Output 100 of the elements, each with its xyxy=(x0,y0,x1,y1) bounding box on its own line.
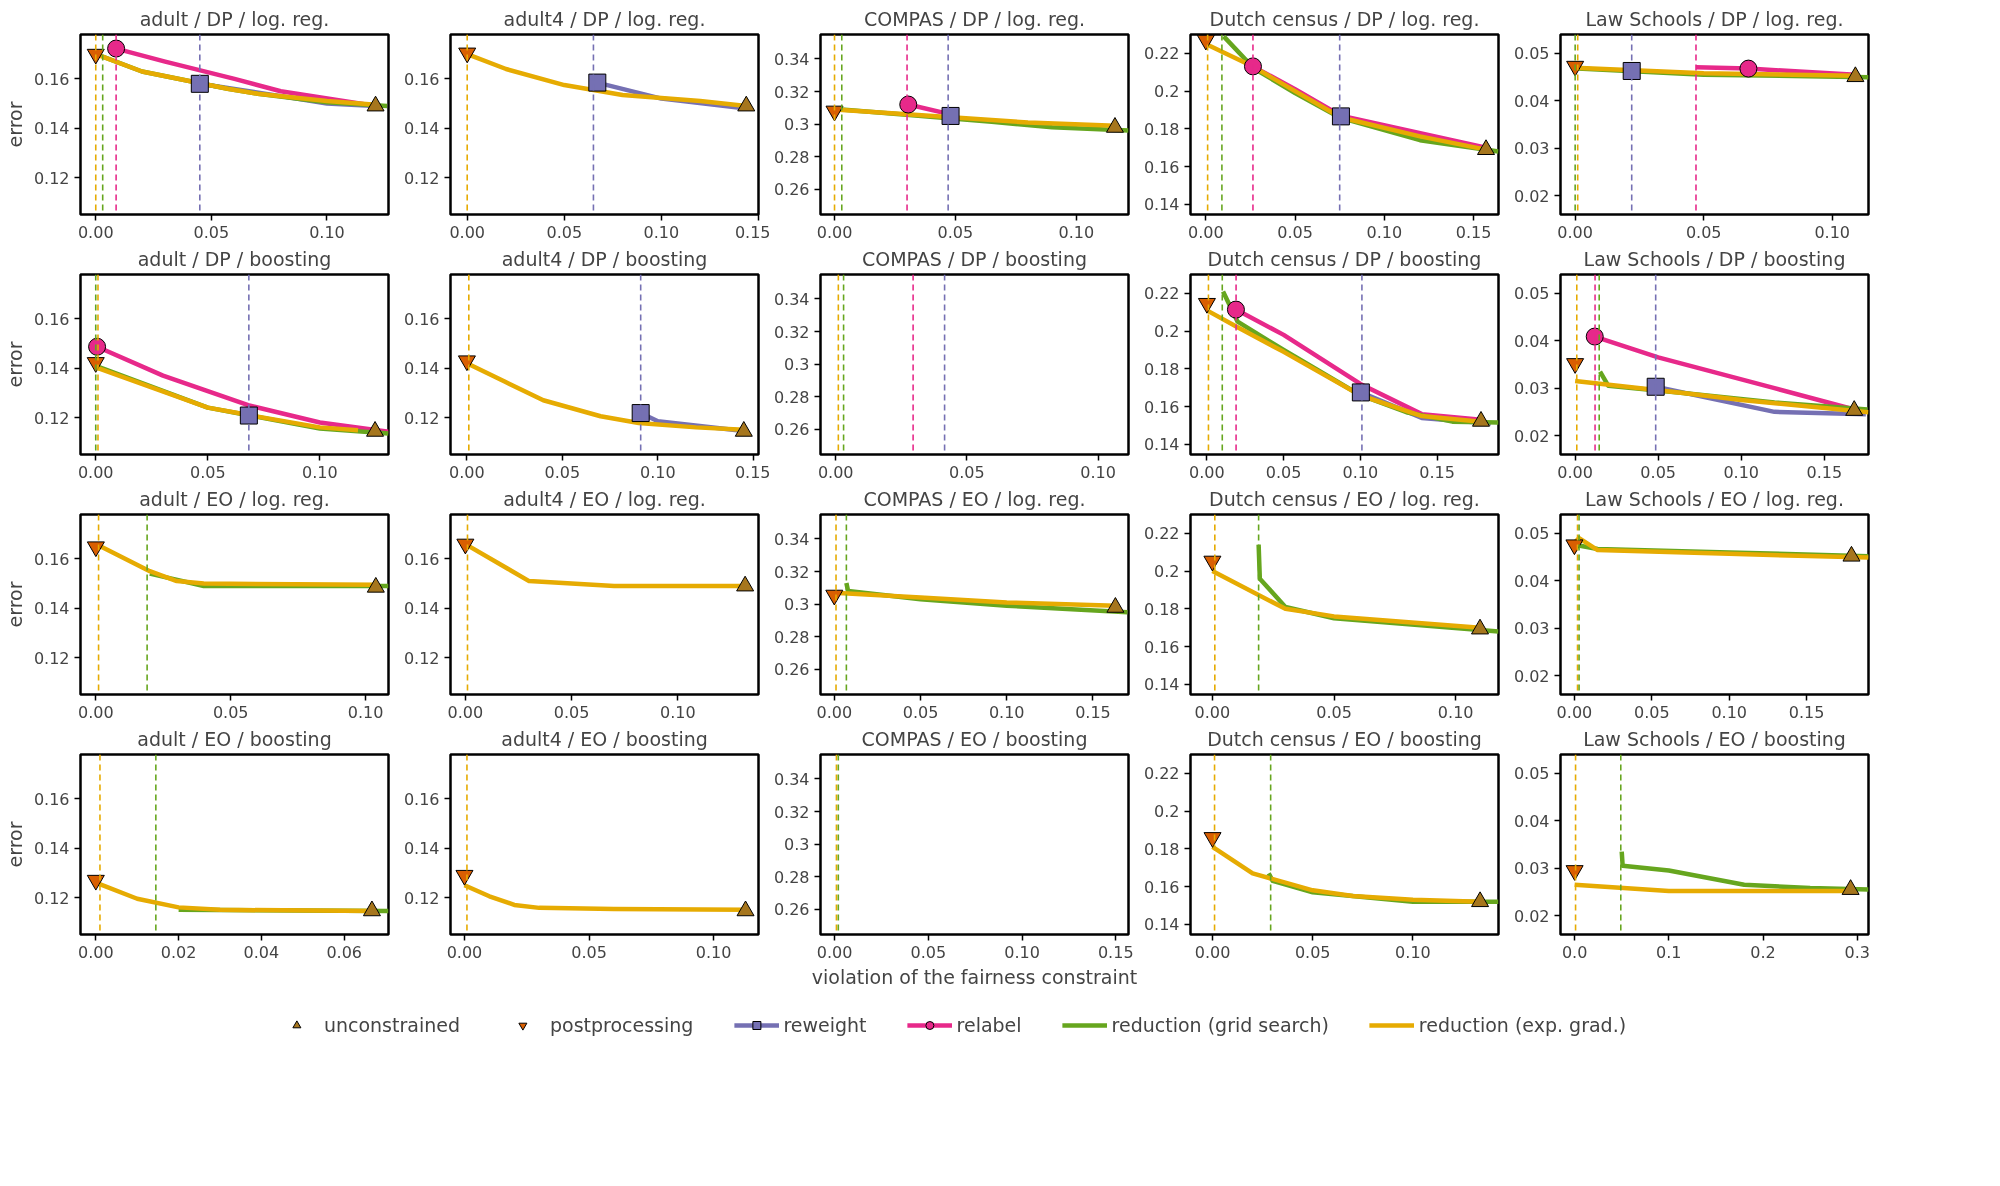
x-tick-label: 0.05 xyxy=(1265,462,1302,482)
x-tick-label: 0.05 xyxy=(212,702,249,722)
y-tick-label: 0.34 xyxy=(773,49,810,69)
x-tick-label: 0.15 xyxy=(1097,942,1134,962)
x-tick-label: 0.10 xyxy=(640,462,676,482)
y-tick-label: 0.05 xyxy=(1513,284,1550,304)
x-tick-label: 0.02 xyxy=(160,942,197,962)
y-tick-label: 0.22 xyxy=(1143,284,1180,304)
y-tick-label: 0.18 xyxy=(1143,359,1180,379)
x-tick-label: 0.06 xyxy=(326,942,363,962)
y-tick-label: 0.16 xyxy=(403,789,440,809)
x-tick-label: 0.05 xyxy=(1685,222,1722,242)
y-tick-label: 0.04 xyxy=(1513,571,1550,591)
x-tick-label: 0.00 xyxy=(1557,222,1593,242)
y-tick-label: 0.02 xyxy=(1513,426,1550,446)
y-tick-label: 0.16 xyxy=(33,309,70,329)
x-tick-label: 0.00 xyxy=(1556,702,1593,722)
y-tick-label: 0.26 xyxy=(773,660,810,680)
y-tick-label: 0.16 xyxy=(33,69,70,89)
y-tick-label: 0.32 xyxy=(773,322,810,342)
chart-title: COMPAS / DP / log. reg. xyxy=(863,7,1086,30)
y-tick-label: 0.34 xyxy=(773,529,810,549)
y-tick-label: 0.04 xyxy=(1513,811,1550,831)
point xyxy=(1646,377,1665,396)
y-tick-label: 0.12 xyxy=(403,408,440,428)
y-tick-label: 0.22 xyxy=(1143,764,1180,784)
y-tick-label: 0.14 xyxy=(33,359,70,379)
x-tick-label: 0.00 xyxy=(78,702,114,722)
point xyxy=(1472,410,1491,427)
point xyxy=(1226,300,1245,319)
x-tick-label: 0.05 xyxy=(902,702,939,722)
x-tick-label: 0.3 xyxy=(1844,942,1870,962)
y-tick-label: 0.03 xyxy=(1513,859,1550,879)
y-axis-title: error xyxy=(3,341,26,388)
y-tick-label: 0.28 xyxy=(773,147,810,167)
y-tick-label: 0.32 xyxy=(773,82,810,102)
y-tick-label: 0.16 xyxy=(1143,877,1180,897)
x-tick-label: 0.1 xyxy=(1656,942,1682,962)
y-tick-label: 0.02 xyxy=(1513,186,1550,206)
y-tick-label: 0.14 xyxy=(403,599,440,619)
y-tick-label: 0.16 xyxy=(1143,157,1180,177)
x-tick-label: 0.05 xyxy=(1640,462,1676,482)
chart-title: adult4 / DP / boosting xyxy=(501,247,708,270)
y-tick-label: 0.14 xyxy=(403,359,440,379)
y-tick-label: 0.26 xyxy=(773,180,810,200)
y-tick-label: 0.12 xyxy=(403,648,440,668)
chart-title: Law Schools / EO / log. reg. xyxy=(1585,487,1844,510)
legend-label: relabel xyxy=(956,1014,1022,1036)
chart-title: COMPAS / DP / boosting xyxy=(862,247,1088,270)
x-tick-label: 0.15 xyxy=(1806,462,1843,482)
x-tick-label: 0.00 xyxy=(77,222,114,242)
x-tick-label: 0.10 xyxy=(1366,222,1403,242)
x-tick-label: 0.05 xyxy=(544,462,581,482)
chart-title: Dutch census / EO / log. reg. xyxy=(1209,487,1480,510)
legend-label: reduction (exp. grad.) xyxy=(1418,1014,1627,1036)
y-tick-label: 0.34 xyxy=(773,289,810,309)
x-axis-title: violation of the fairness constraint xyxy=(811,965,1138,988)
y-axis-title: error xyxy=(3,581,26,628)
chart-title: Law Schools / DP / boosting xyxy=(1583,247,1846,270)
y-tick-label: 0.26 xyxy=(773,420,810,440)
point xyxy=(1243,57,1262,76)
y-tick-label: 0.2 xyxy=(1154,562,1180,582)
y-tick-label: 0.03 xyxy=(1513,619,1550,639)
chart-title: COMPAS / EO / log. reg. xyxy=(863,487,1086,510)
y-tick-label: 0.12 xyxy=(403,168,440,188)
chart-title: Dutch census / DP / log. reg. xyxy=(1209,7,1480,30)
x-tick-label: 0.00 xyxy=(1188,222,1224,242)
y-tick-label: 0.28 xyxy=(773,867,810,887)
x-tick-label: 0.00 xyxy=(1194,942,1231,962)
y-tick-label: 0.3 xyxy=(784,115,810,135)
point xyxy=(366,421,385,437)
point xyxy=(1845,400,1864,416)
x-tick-label: 0.05 xyxy=(193,222,230,242)
y-tick-label: 0.16 xyxy=(403,69,440,89)
y-tick-label: 0.02 xyxy=(1513,906,1550,926)
x-tick-label: 0.10 xyxy=(1395,942,1431,962)
x-tick-label: 0.10 xyxy=(309,222,345,242)
chart-title: adult4 / EO / boosting xyxy=(501,727,708,750)
point xyxy=(1351,383,1370,402)
x-tick-label: 0.15 xyxy=(1419,462,1455,482)
y-tick-label: 0.16 xyxy=(33,789,70,809)
y-tick-label: 0.28 xyxy=(773,387,810,407)
x-tick-label: 0.15 xyxy=(1075,702,1111,722)
x-tick-label: 0.05 xyxy=(190,462,226,482)
point xyxy=(1196,34,1215,51)
x-tick-label: 0.00 xyxy=(816,222,853,242)
x-tick-label: 0.00 xyxy=(817,462,854,482)
x-tick-label: 0.10 xyxy=(1723,462,1760,482)
x-tick-label: 0.05 xyxy=(546,222,583,242)
y-tick-label: 0.34 xyxy=(773,769,810,789)
y-tick-label: 0.18 xyxy=(1143,599,1180,619)
x-tick-label: 0.05 xyxy=(553,702,590,722)
y-tick-label: 0.26 xyxy=(773,900,810,920)
y-tick-label: 0.22 xyxy=(1143,44,1180,64)
y-tick-label: 0.3 xyxy=(784,595,810,615)
x-tick-label: 0.05 xyxy=(1634,702,1670,722)
y-tick-label: 0.12 xyxy=(33,888,70,908)
y-tick-label: 0.3 xyxy=(784,355,810,375)
y-tick-label: 0.05 xyxy=(1513,524,1550,544)
x-tick-label: 0.10 xyxy=(1711,702,1748,722)
